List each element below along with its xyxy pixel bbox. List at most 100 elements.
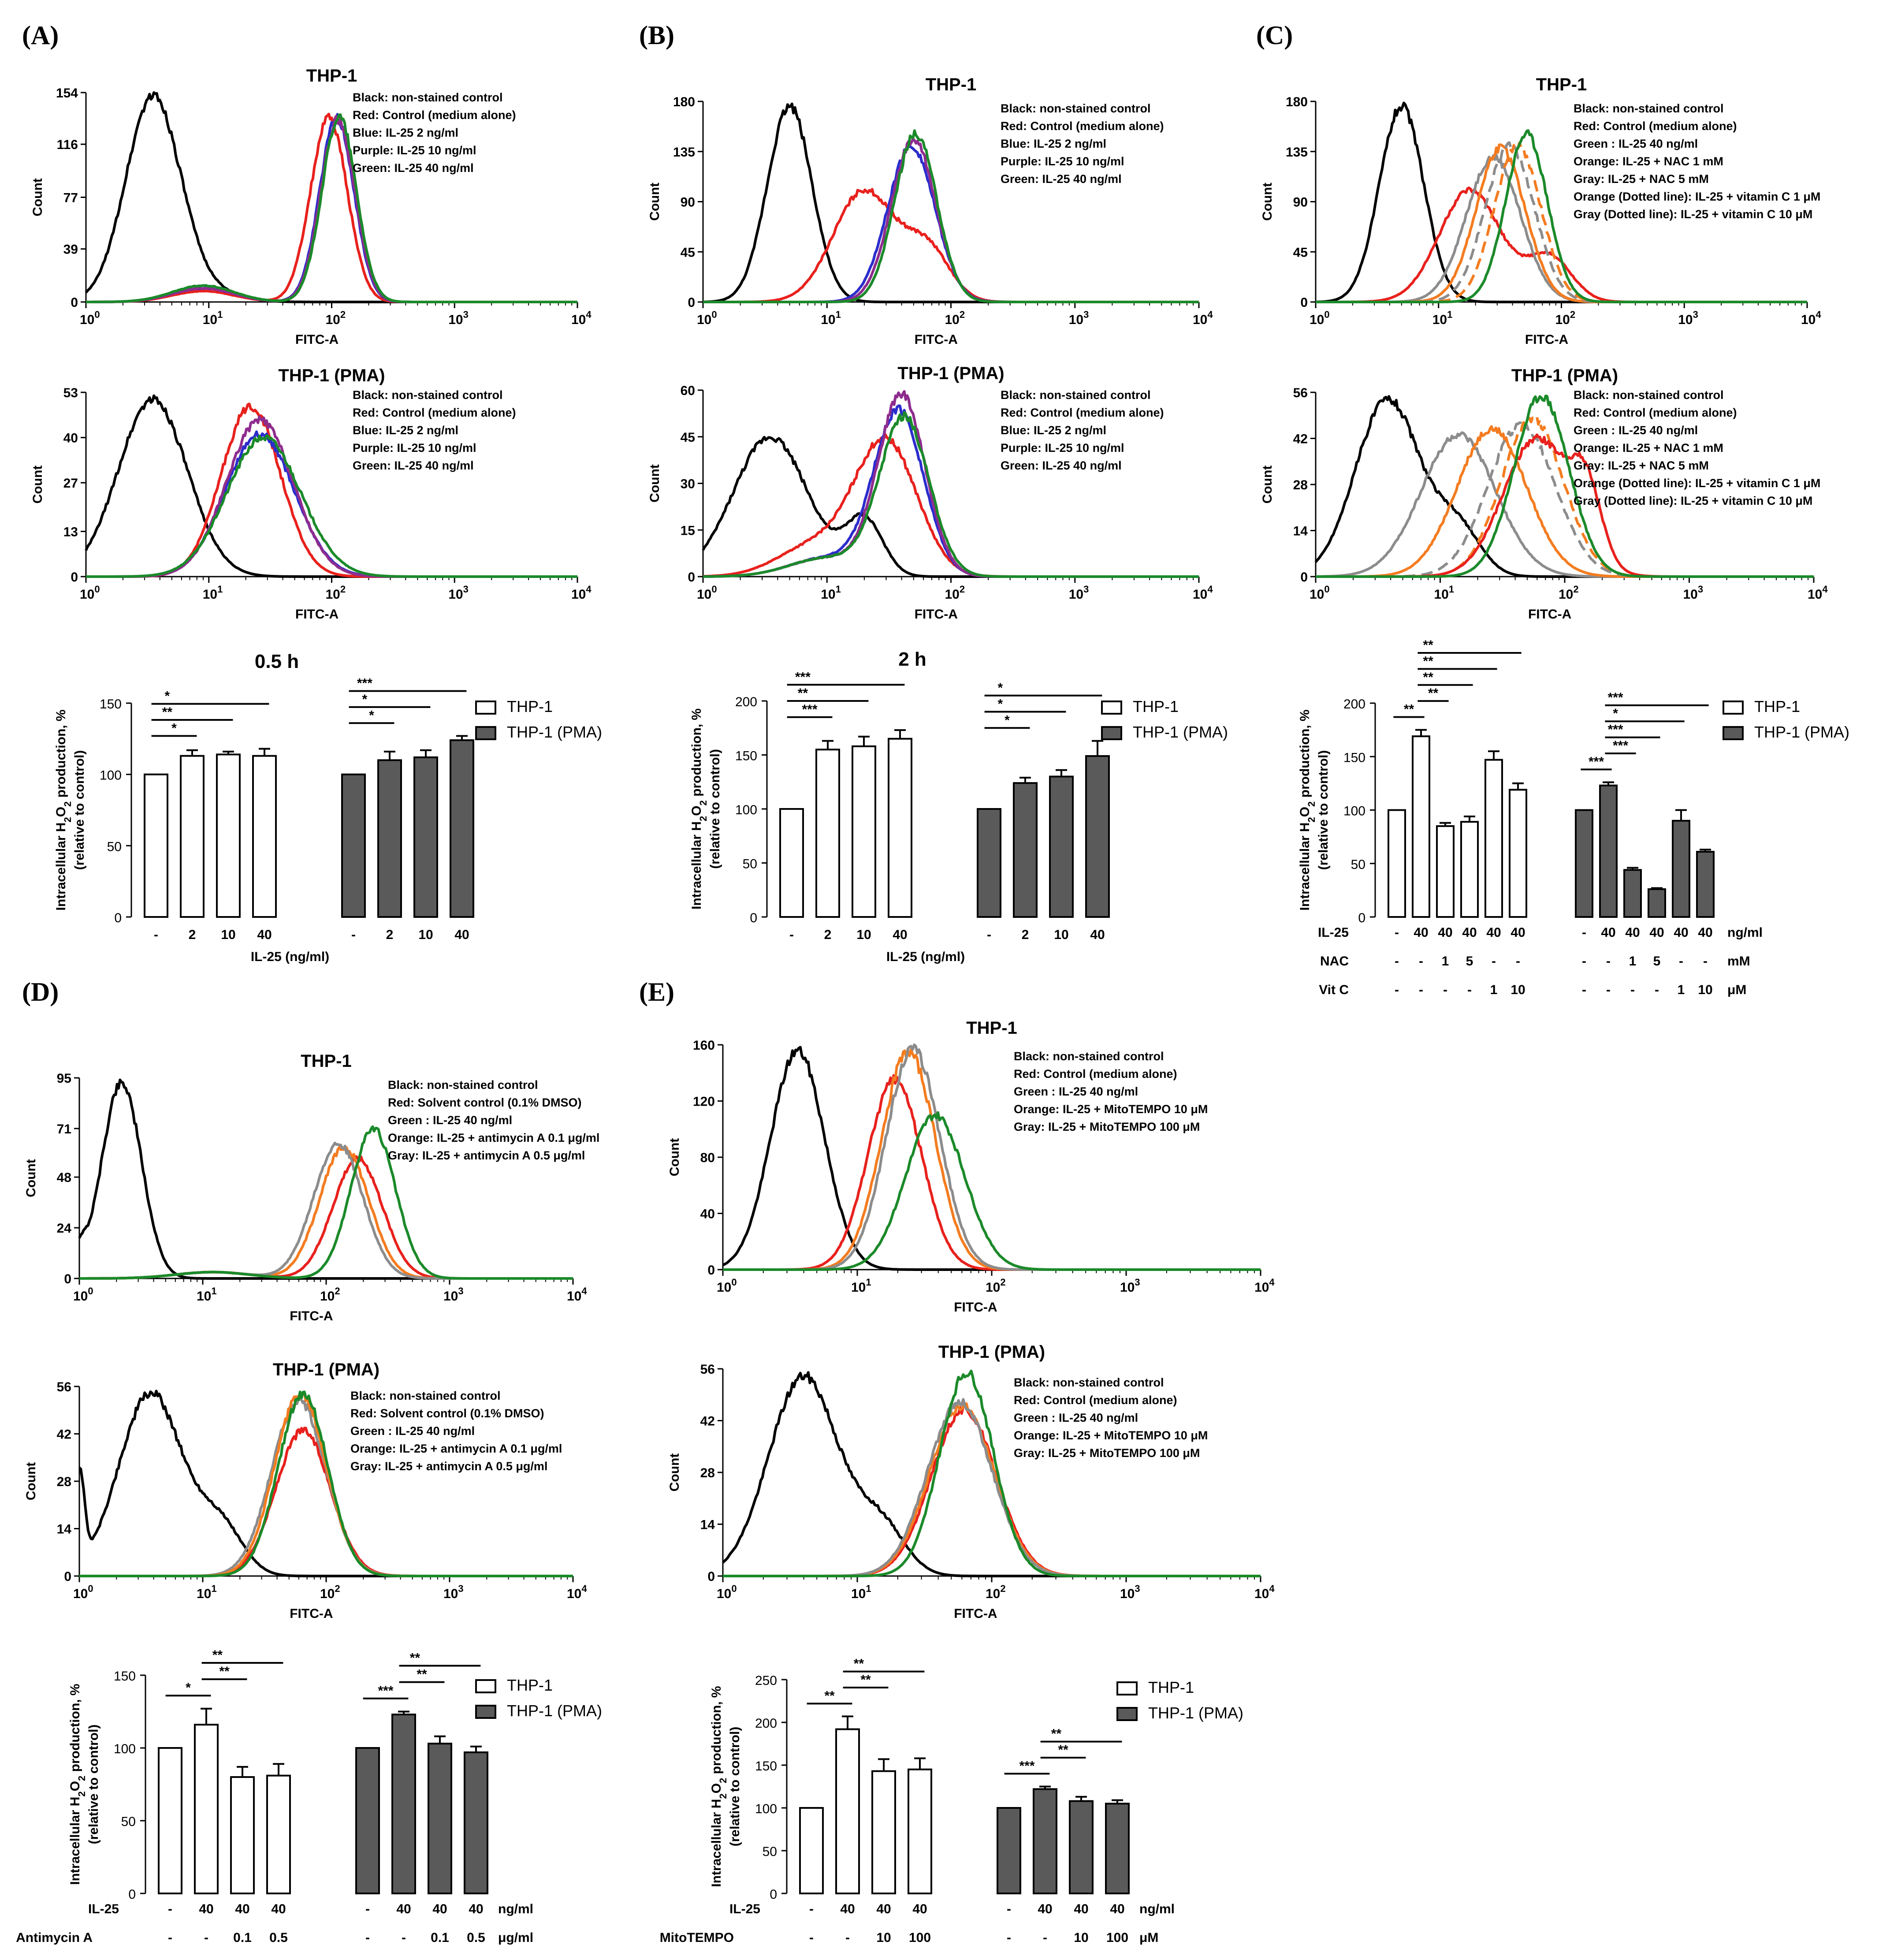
bar — [1672, 820, 1690, 918]
row-value: - — [845, 1930, 850, 1945]
x-tick-label: 104 — [1193, 584, 1213, 602]
x-tick-label: 101 — [851, 1583, 871, 1601]
bar — [194, 1724, 219, 1894]
significance-label: * — [362, 692, 368, 707]
y-axis-label: Count — [667, 1138, 682, 1177]
row-value: 40 — [1625, 925, 1640, 940]
x-axis-label: FITC-A — [1528, 607, 1571, 622]
legend-entry: Purple: IL-25 10 ng/ml — [353, 441, 476, 455]
row-value: - — [1419, 954, 1423, 969]
x-tick-label: 103 — [448, 584, 469, 602]
legend-swatch — [1101, 726, 1122, 740]
x-tick-label: 100 — [73, 1286, 93, 1304]
row-value: 1 — [1490, 983, 1498, 997]
y-tick-label: 150 — [735, 749, 757, 764]
series-orange — [79, 1392, 573, 1577]
bar — [341, 773, 366, 918]
bar — [450, 739, 474, 918]
bar — [977, 808, 1001, 918]
y-tick-label: 200 — [735, 695, 757, 709]
y-tick-label: 0 — [770, 1887, 777, 1902]
legend-label: THP-1 (PMA) — [1148, 1704, 1243, 1722]
y-axis-label-sub: (relative to control) — [72, 750, 87, 870]
row-value: - — [402, 1930, 406, 1945]
x-axis-label: FITC-A — [290, 1309, 333, 1323]
legend-entry: Gray: IL-25 + NAC 5 mM — [1574, 459, 1709, 472]
x-tick-label: 102 — [320, 1583, 340, 1601]
y-tick-label: 42 — [1293, 432, 1308, 447]
row-value: - — [168, 1930, 172, 1945]
bar — [377, 759, 402, 918]
row-unit: mM — [1727, 954, 1750, 969]
series-gray — [723, 1043, 1261, 1271]
row-unit: μM — [1139, 1930, 1158, 1945]
panel-label-e: (E) — [639, 977, 674, 1006]
significance-label: *** — [1589, 754, 1604, 769]
y-tick-label: 13 — [63, 525, 78, 539]
row-value: 40 — [1414, 925, 1428, 940]
y-tick-label: 90 — [1293, 195, 1308, 210]
x-tick-label: 103 — [448, 309, 469, 327]
x-tick-label: 101 — [821, 584, 841, 602]
bar — [216, 753, 241, 918]
y-axis-label: Count — [667, 1453, 682, 1492]
row-value: - — [1606, 983, 1611, 997]
chart-title: THP-1 — [301, 1051, 352, 1071]
series-gray — [1316, 153, 1807, 303]
bar — [1069, 1800, 1094, 1894]
bar — [180, 755, 205, 918]
legend-entry: Purple: IL-25 10 ng/ml — [1001, 155, 1124, 168]
x-axis-label: IL-25 (ng/ml) — [251, 950, 329, 964]
x-tick-label: 103 — [1069, 309, 1089, 327]
legend-entry: Black: non-stained control — [1001, 102, 1151, 115]
legend-entry: Gray: IL-25 + MitoTEMPO 100 μM — [1014, 1446, 1200, 1460]
significance-label: ** — [1404, 702, 1414, 717]
bar — [158, 1747, 182, 1894]
row-value: 40 — [469, 1902, 483, 1916]
legend-label: THP-1 — [1133, 697, 1179, 715]
significance-label: *** — [795, 670, 811, 684]
row-value: 1 — [1629, 954, 1637, 969]
series-orange — [1316, 143, 1807, 303]
x-tick-label: 103 — [443, 1286, 464, 1304]
y-tick-label: 77 — [63, 191, 78, 205]
x-tick-label: 102 — [945, 584, 965, 602]
row-value: 40 — [1038, 1902, 1052, 1916]
row-value: 40 — [199, 1902, 213, 1916]
series-gray — [723, 1398, 1261, 1577]
row-value: 40 — [271, 1902, 286, 1916]
row-value: - — [1007, 1902, 1011, 1916]
row-value: - — [1582, 983, 1586, 997]
y-tick-label: 0 — [64, 1272, 71, 1286]
row-value: 40 — [1438, 925, 1452, 940]
row-value: 40 — [1601, 925, 1615, 940]
row-value: 0.5 — [269, 1930, 288, 1945]
row-value: - — [204, 1930, 208, 1945]
bar — [1085, 755, 1110, 918]
x-tick-label: 101 — [1434, 584, 1455, 602]
bar — [835, 1728, 860, 1895]
y-tick-label: 14 — [57, 1522, 72, 1537]
x-tick-label: 100 — [697, 309, 717, 327]
significance-label: * — [165, 689, 170, 704]
x-tick-label: 2 — [189, 928, 196, 942]
bar — [230, 1776, 255, 1894]
series-gray-dotted- — [1316, 141, 1807, 303]
x-tick-label: 103 — [1069, 584, 1089, 602]
bar — [464, 1751, 488, 1894]
row-value: 10 — [876, 1930, 891, 1945]
legend-entry: Green: IL-25 40 ng/ml — [353, 459, 474, 472]
row-value: 40 — [1462, 925, 1477, 940]
row-value: - — [1516, 954, 1520, 969]
significance-label: ** — [417, 1667, 427, 1682]
y-tick-label: 53 — [63, 386, 78, 400]
significance-label: ** — [410, 1651, 420, 1666]
x-tick-label: 104 — [571, 309, 592, 327]
x-tick-label: 40 — [1090, 928, 1105, 942]
bar-chart-b3: 2 h 0 50 100 150 200 Intracellular H2O2 produc… — [689, 648, 1228, 964]
x-tick-label: 102 — [986, 1277, 1006, 1295]
y-tick-label: 28 — [1293, 478, 1308, 492]
legend-entry: Gray: IL-25 + NAC 5 mM — [1574, 172, 1709, 186]
chart-title: THP-1 — [966, 1018, 1017, 1038]
y-tick-label: 150 — [114, 1669, 136, 1684]
